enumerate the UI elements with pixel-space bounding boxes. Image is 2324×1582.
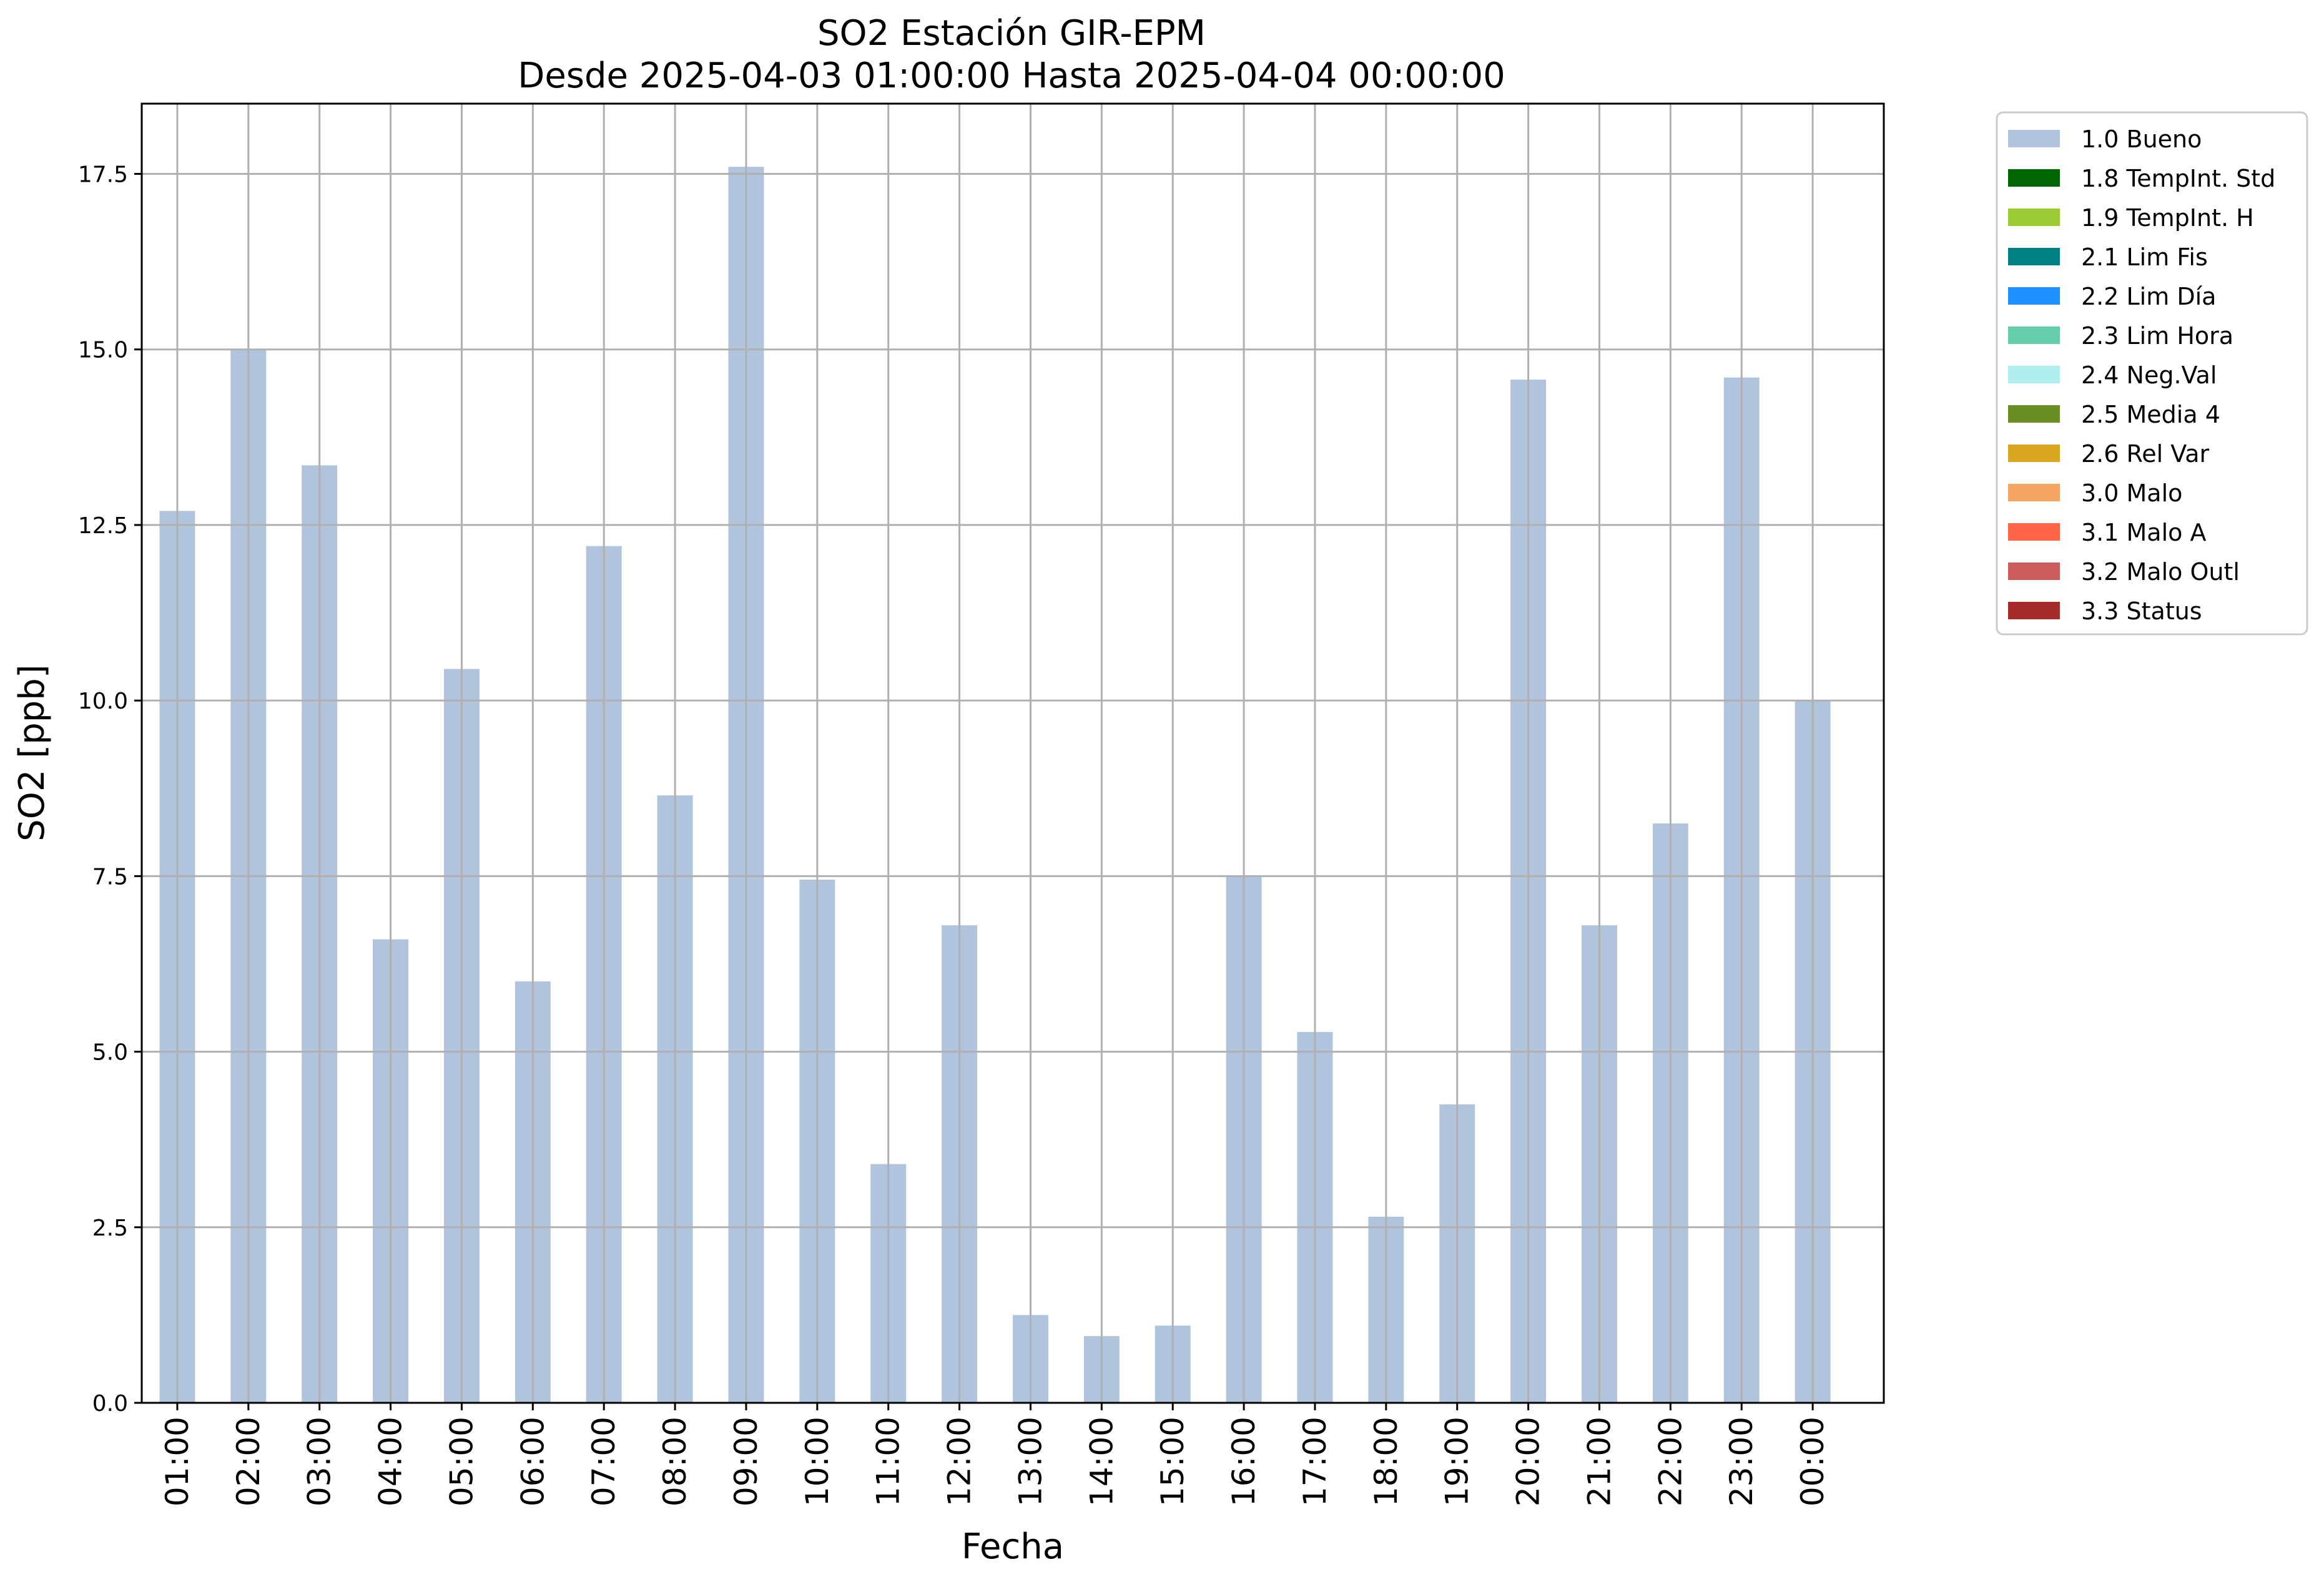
legend-swatch [2008,287,2060,305]
x-tick-label: 20:00 [1510,1417,1547,1506]
x-tick-label: 08:00 [657,1417,693,1506]
legend-label: 2.4 Neg.Val [2081,361,2217,389]
x-tick-label: 12:00 [942,1417,978,1506]
x-tick-label: 10:00 [799,1417,835,1506]
legend-label: 3.3 Status [2081,597,2202,625]
legend: 1.0 Bueno 1.8 TempInt. Std 1.9 TempInt. H 2… [1996,111,2308,636]
x-tick-label: 19:00 [1439,1417,1475,1506]
legend-label: 2.6 Rel Var [2081,440,2210,468]
x-tick-label: 15:00 [1155,1417,1191,1506]
plot-area-frame [140,102,1885,1404]
y-tick-label: 12.5 [78,513,128,539]
x-tick-label: 09:00 [728,1417,764,1506]
y-tick-label: 0.0 [92,1391,128,1417]
legend-swatch [2008,405,2060,423]
legend-swatch [2008,169,2060,187]
y-tick-label: 7.5 [92,864,128,890]
legend-items: 1.0 Bueno 1.8 TempInt. Std 1.9 TempInt. H 2… [2008,125,2275,625]
legend-label: 3.2 Malo Outl [2081,558,2240,586]
y-tick-label: 17.5 [78,162,128,187]
x-tick-label: 21:00 [1581,1417,1617,1506]
y-tick-label: 15.0 [78,338,128,363]
x-tick-label: 23:00 [1723,1417,1760,1506]
y-tick-label: 5.0 [92,1040,128,1066]
bar-series [159,167,1831,1403]
legend-box [1996,111,2308,636]
legend-swatch [2008,366,2060,383]
legend-swatch [2008,327,2060,344]
y-tick-label: 10.0 [78,689,128,714]
legend-label: 3.0 Malo [2081,479,2182,507]
chart-title: SO2 Estación GIR-EPM [817,13,1206,54]
x-axis-label: Fecha [962,1526,1064,1567]
legend-label: 1.8 TempInt. Std [2081,165,2275,192]
legend-label: 3.1 Malo A [2081,519,2206,546]
legend-swatch [2008,209,2060,226]
y-axis-ticks: 0.0 2.5 5.0 7.5 10.0 12.5 15.0 17.5 [78,162,142,1417]
x-tick-label: 05:00 [443,1417,480,1506]
x-tick-label: 13:00 [1012,1417,1048,1506]
x-tick-label: 03:00 [302,1417,338,1506]
legend-label: 2.3 Lim Hora [2081,322,2233,350]
x-axis-ticks: 01:00 02:00 03:00 04:00 05:00 06:00 07:00 08:00… [159,1403,1831,1506]
x-tick-label: 16:00 [1226,1417,1262,1506]
legend-label: 2.5 Media 4 [2081,401,2220,428]
x-tick-label: 22:00 [1652,1417,1688,1506]
x-tick-label: 01:00 [159,1417,195,1506]
legend-label: 1.0 Bueno [2081,125,2202,153]
chart-subtitle: Desde 2025-04-03 01:00:00 Hasta 2025-04-… [518,56,1505,96]
y-tick-label: 2.5 [92,1216,128,1241]
legend-swatch [2008,248,2060,265]
legend-label: 2.1 Lim Fis [2081,243,2208,271]
legend-swatch [2008,602,2060,619]
x-tick-label: 00:00 [1795,1417,1831,1506]
legend-label: 2.2 Lim Día [2081,283,2216,310]
x-tick-label: 14:00 [1083,1417,1120,1506]
y-axis-label: SO2 [ppb] [12,664,52,841]
x-tick-label: 04:00 [373,1417,409,1506]
legend-label: 1.9 TempInt. H [2081,204,2254,232]
legend-swatch [2008,445,2060,462]
legend-swatch [2008,484,2060,501]
x-tick-label: 02:00 [230,1417,267,1506]
legend-swatch [2008,523,2060,541]
grid-lines [142,104,1884,1404]
legend-swatch [2008,563,2060,580]
x-tick-label: 17:00 [1297,1417,1333,1506]
x-tick-label: 11:00 [870,1417,907,1506]
legend-swatch [2008,130,2060,147]
x-tick-label: 18:00 [1368,1417,1404,1506]
x-tick-label: 06:00 [515,1417,551,1506]
x-tick-label: 07:00 [586,1417,622,1506]
